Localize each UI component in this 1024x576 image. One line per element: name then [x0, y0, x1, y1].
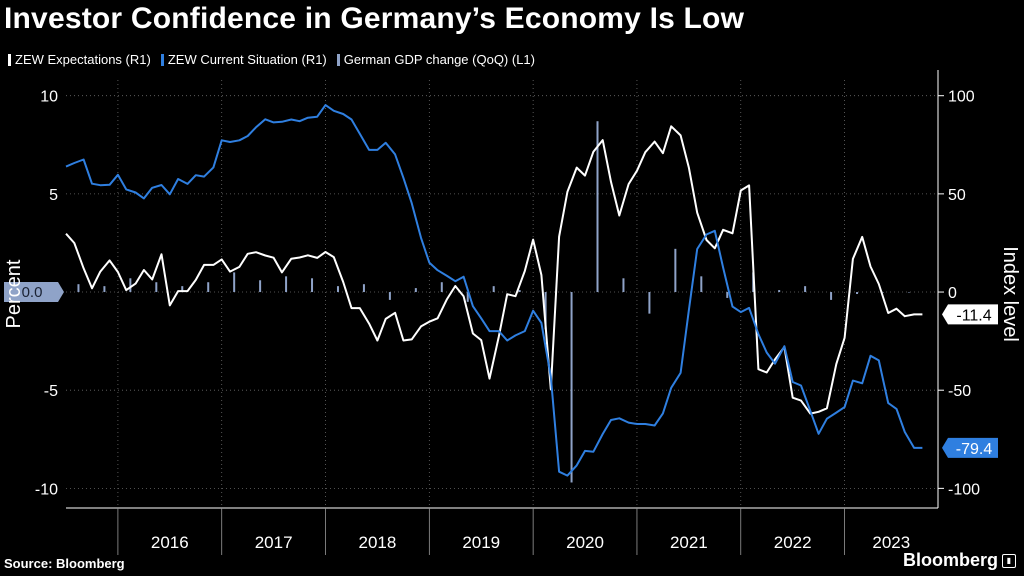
gdp-bar	[700, 276, 703, 293]
gdp-bar	[181, 286, 184, 293]
gdp-bar	[311, 278, 314, 293]
left-tick-label: -5	[44, 383, 58, 400]
right-axis-title: Index level	[999, 246, 1021, 342]
x-tick-label: 2023	[872, 533, 910, 552]
gdp-bar	[622, 278, 625, 293]
chart-title: Investor Confidence in Germany’s Economy…	[4, 2, 745, 35]
end-labels: -11.4 -79.4	[942, 304, 998, 458]
gdp-bar	[856, 292, 859, 294]
gdp-bar	[674, 248, 677, 293]
gdp-bar	[77, 284, 80, 293]
right-tick-label: -100	[948, 481, 980, 498]
gdp-bar	[155, 282, 158, 293]
gdp-bar	[233, 272, 236, 293]
legend: ZEW Expectations (R1) ZEW Current Situat…	[8, 52, 535, 67]
end-badge-expectations	[942, 304, 998, 325]
gdp-bar	[103, 286, 106, 293]
gdp-bar	[129, 278, 132, 293]
right-axis: 100 50 0 -50 -100 Index level	[937, 70, 1021, 508]
x-tick-label: 2017	[255, 533, 293, 552]
legend-item-zew-current: ZEW Current Situation (R1)	[160, 52, 327, 67]
x-axis: 2016 2017 2018 2019 2020 2021 2022 2023	[66, 507, 938, 555]
gdp-bar	[570, 292, 573, 483]
gdp-bar	[518, 290, 521, 293]
brand-name: Bloomberg	[902, 550, 998, 570]
left-tick-label: 5	[49, 187, 58, 204]
grid	[66, 80, 938, 508]
gdp-bar	[544, 292, 547, 330]
legend-label-gdp: German GDP change (QoQ) (L1)	[343, 52, 535, 67]
gdp-bar	[259, 280, 262, 293]
series-lines	[65, 104, 923, 477]
right-tick-label: -50	[948, 383, 971, 400]
legend-swatch-zew-expectations	[8, 53, 11, 66]
left-axis-title: Percent	[3, 259, 25, 328]
left-tick-label: -10	[35, 481, 58, 498]
gdp-bar	[492, 286, 495, 293]
gdp-bar	[466, 292, 469, 302]
gdp-bar	[778, 290, 781, 293]
gdp-bar	[830, 292, 833, 300]
gdp-bar	[596, 121, 599, 293]
gdp-bar	[881, 292, 884, 293]
right-tick-label: 50	[948, 187, 966, 204]
gdp-bar	[907, 292, 910, 293]
gdp-bar	[388, 292, 391, 300]
right-tick-label: 100	[948, 89, 975, 106]
source-note: Source: Bloomberg	[4, 556, 125, 571]
gdp-bar	[336, 286, 339, 293]
right-tick-label: 0	[948, 285, 957, 302]
x-tick-label: 2022	[774, 533, 812, 552]
left-tick-label: 10	[40, 89, 58, 106]
legend-label-zew-current: ZEW Current Situation (R1)	[167, 52, 327, 67]
gdp-bar	[207, 282, 210, 293]
gdp-bars	[77, 121, 910, 483]
legend-label-zew-expectations: ZEW Expectations (R1)	[15, 52, 151, 67]
gdp-bar	[726, 292, 729, 298]
gdp-bar	[414, 288, 417, 293]
zero-label: 0.0	[22, 284, 43, 301]
legend-item-gdp: German GDP change (QoQ) (L1)	[336, 52, 535, 67]
gdp-bar	[362, 284, 365, 293]
end-label-expectations: -11.4	[956, 307, 991, 324]
bloomberg-logo: Bloomberg ▮	[903, 550, 1016, 571]
gdp-bar	[648, 292, 651, 314]
legend-item-zew-expectations: ZEW Expectations (R1)	[8, 52, 151, 67]
gdp-bar	[804, 286, 807, 293]
end-label-current: -79.4	[956, 441, 993, 458]
legend-swatch-zew-current	[160, 53, 164, 66]
zew-expectations-line	[65, 125, 923, 415]
gdp-bar	[440, 282, 443, 293]
legend-swatch-gdp	[336, 53, 340, 66]
zero-badge	[4, 282, 64, 303]
bar-chart-icon: ▮	[1002, 553, 1016, 568]
end-badge-current	[942, 437, 998, 458]
gdp-bar	[285, 276, 288, 293]
x-tick-label: 2019	[462, 533, 500, 552]
x-tick-label: 2016	[151, 533, 189, 552]
zew-current-situation-line	[65, 104, 923, 477]
x-tick-label: 2020	[566, 533, 604, 552]
x-tick-label: 2021	[670, 533, 708, 552]
x-tick-label: 2018	[359, 533, 397, 552]
